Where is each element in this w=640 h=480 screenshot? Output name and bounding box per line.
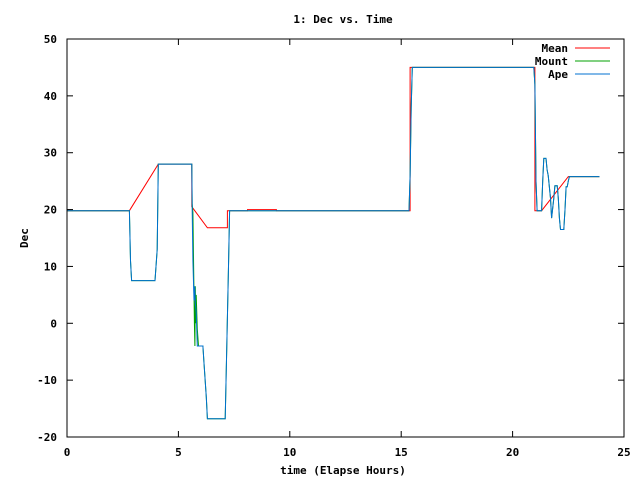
legend-label: Ape	[548, 68, 568, 81]
y-tick-label: 0	[50, 317, 57, 330]
x-tick-label: 0	[64, 446, 71, 459]
x-axis-label: time (Elapse Hours)	[280, 464, 406, 477]
y-tick-label: 10	[44, 260, 57, 273]
y-tick-label: 50	[44, 33, 57, 46]
chart-title: 1: Dec vs. Time	[293, 13, 393, 26]
x-tick-label: 5	[175, 446, 182, 459]
y-tick-label: 20	[44, 204, 57, 217]
plot-frame	[66, 38, 625, 438]
series-line-mean	[67, 66, 600, 229]
y-tick-label: -10	[37, 374, 57, 387]
x-tick-label: 20	[506, 446, 519, 459]
x-tick-label: 15	[395, 446, 408, 459]
series-line-ape	[67, 66, 600, 420]
y-tick-label: 40	[44, 90, 57, 103]
x-axis-ticks: 0 5 10 15 20 25	[64, 39, 631, 459]
x-tick-label: 25	[617, 446, 630, 459]
series-layer	[67, 66, 600, 420]
legend-label: Mean	[542, 42, 569, 55]
series-line-mount	[67, 66, 600, 420]
x-tick-label: 10	[283, 446, 296, 459]
y-axis-label: Dec	[18, 228, 31, 248]
y-tick-label: -20	[37, 431, 57, 444]
y-tick-label: 30	[44, 147, 57, 160]
legend-label: Mount	[535, 55, 568, 68]
y-axis-ticks: -20 -10 0 10 20 30 40 50	[37, 33, 624, 444]
